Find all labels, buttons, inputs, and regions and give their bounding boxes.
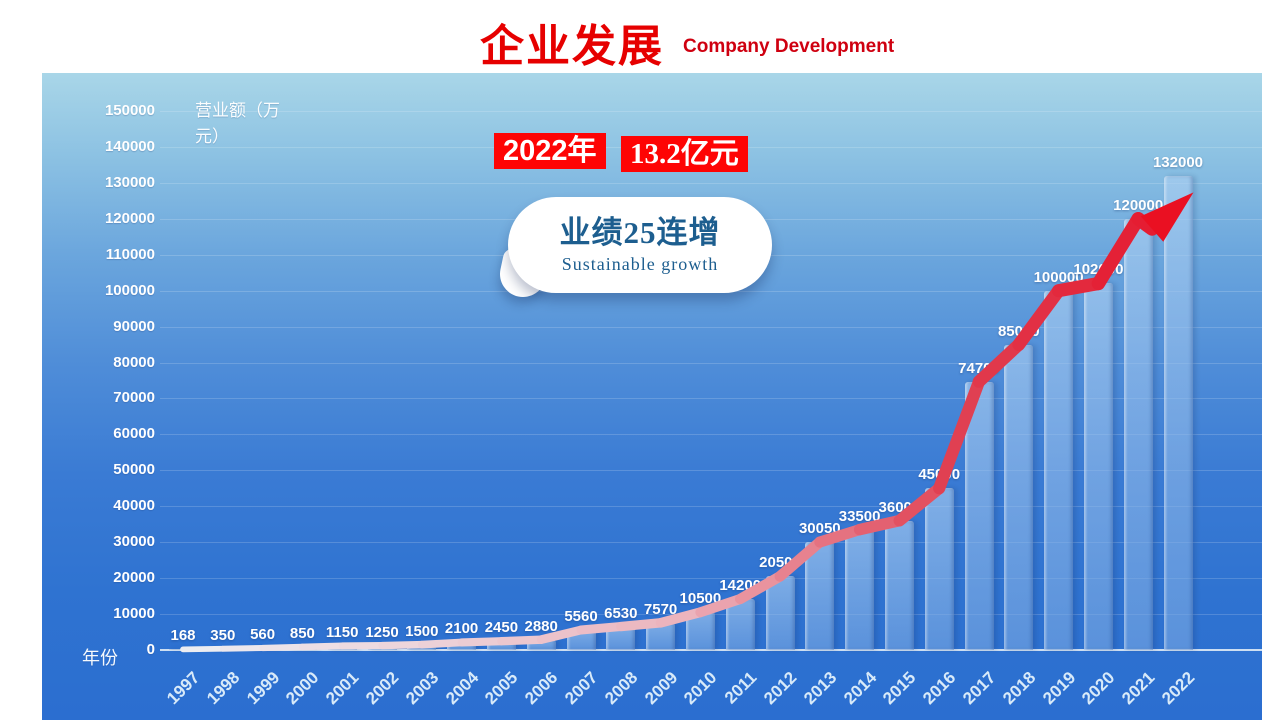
page-title: 企业发展 — [480, 22, 664, 71]
y-tick-label: 20000 — [113, 569, 155, 587]
y-tick-label: 110000 — [105, 245, 155, 263]
y-tick-label: 60000 — [113, 425, 155, 443]
bar — [407, 644, 437, 650]
bar — [964, 381, 994, 650]
bar — [526, 639, 556, 650]
bubble-title: 业绩25连增 — [559, 214, 721, 250]
y-grid-line — [160, 542, 1262, 544]
bar — [765, 576, 795, 650]
bar — [208, 648, 238, 650]
bar — [725, 598, 755, 650]
bar — [447, 642, 477, 650]
chart-panel: 0 10000 20000 30000 40000 50000 60000 70000 8000… — [42, 73, 1262, 720]
bar-value-label: 850 — [289, 624, 315, 642]
bar-value-label: 5560 — [564, 608, 598, 626]
bar-value-label: 2100 — [444, 620, 479, 638]
bar — [845, 529, 875, 650]
bar — [327, 645, 357, 650]
bar-value-label: 2450 — [484, 619, 519, 637]
bubble-subtitle: Sustainable growth — [561, 254, 719, 275]
y-tick-label: 120000 — [104, 209, 155, 227]
bar — [646, 622, 676, 650]
bar — [367, 645, 397, 650]
bar — [1044, 290, 1074, 650]
bar — [1163, 175, 1193, 650]
page-subtitle: Company Development — [683, 36, 895, 57]
y-tick-label: 40000 — [113, 497, 155, 515]
bar — [248, 647, 278, 650]
y-grid-line — [160, 398, 1262, 400]
bar-value-label: 1500 — [405, 622, 439, 640]
y-axis-title: 营业额（万元） — [195, 101, 280, 147]
y-grid-line — [160, 111, 1262, 112]
year-badge: 2022年 — [494, 133, 606, 169]
bar-value-label: 1250 — [365, 623, 399, 641]
y-tick-label: 80000 — [113, 353, 155, 371]
y-grid-line — [160, 578, 1262, 580]
y-tick-label: 10000 — [113, 605, 155, 623]
bar — [884, 520, 914, 650]
slide-header: 企业发展 Company Development — [0, 0, 1280, 73]
y-tick-label: 50000 — [113, 461, 155, 479]
bar — [566, 630, 596, 650]
bar — [1123, 218, 1153, 650]
y-tick-label: 70000 — [113, 389, 155, 407]
bar-value-label: 560 — [250, 625, 276, 643]
bar — [685, 612, 715, 650]
bar — [1083, 283, 1113, 650]
amount-badge: 13.2亿元 — [621, 136, 748, 172]
y-tick-label: 130000 — [104, 173, 155, 191]
y-tick-label: 140000 — [104, 137, 155, 155]
bar — [287, 646, 317, 650]
bar-value-label: 168 — [170, 627, 196, 645]
y-grid-line — [160, 326, 1262, 328]
bar — [805, 542, 835, 650]
bar — [168, 649, 198, 650]
y-tick-label: 0 — [146, 641, 155, 658]
y-tick-label: 100000 — [104, 281, 155, 299]
y-grid-line — [160, 470, 1262, 472]
bar-value-label: 350 — [210, 626, 236, 644]
x-axis-baseline — [160, 649, 1262, 651]
y-grid-line — [160, 434, 1262, 436]
bar-value-label: 132000 — [1152, 153, 1204, 171]
bar-value-label: 6530 — [604, 604, 638, 622]
bar — [1004, 344, 1034, 650]
bar — [486, 641, 516, 650]
bar-value-label: 1150 — [325, 623, 359, 641]
y-grid-line — [160, 182, 1262, 184]
growth-speech-bubble: 业绩25连增 Sustainable growth — [508, 197, 772, 293]
y-tick-label: 30000 — [113, 533, 155, 551]
x-axis-title: 年份 — [82, 648, 118, 668]
bar — [606, 626, 636, 650]
y-grid-line — [160, 362, 1262, 364]
bar — [924, 488, 954, 650]
y-tick-label: 150000 — [104, 102, 155, 119]
y-tick-label: 90000 — [113, 317, 155, 335]
y-grid-line — [160, 506, 1262, 508]
